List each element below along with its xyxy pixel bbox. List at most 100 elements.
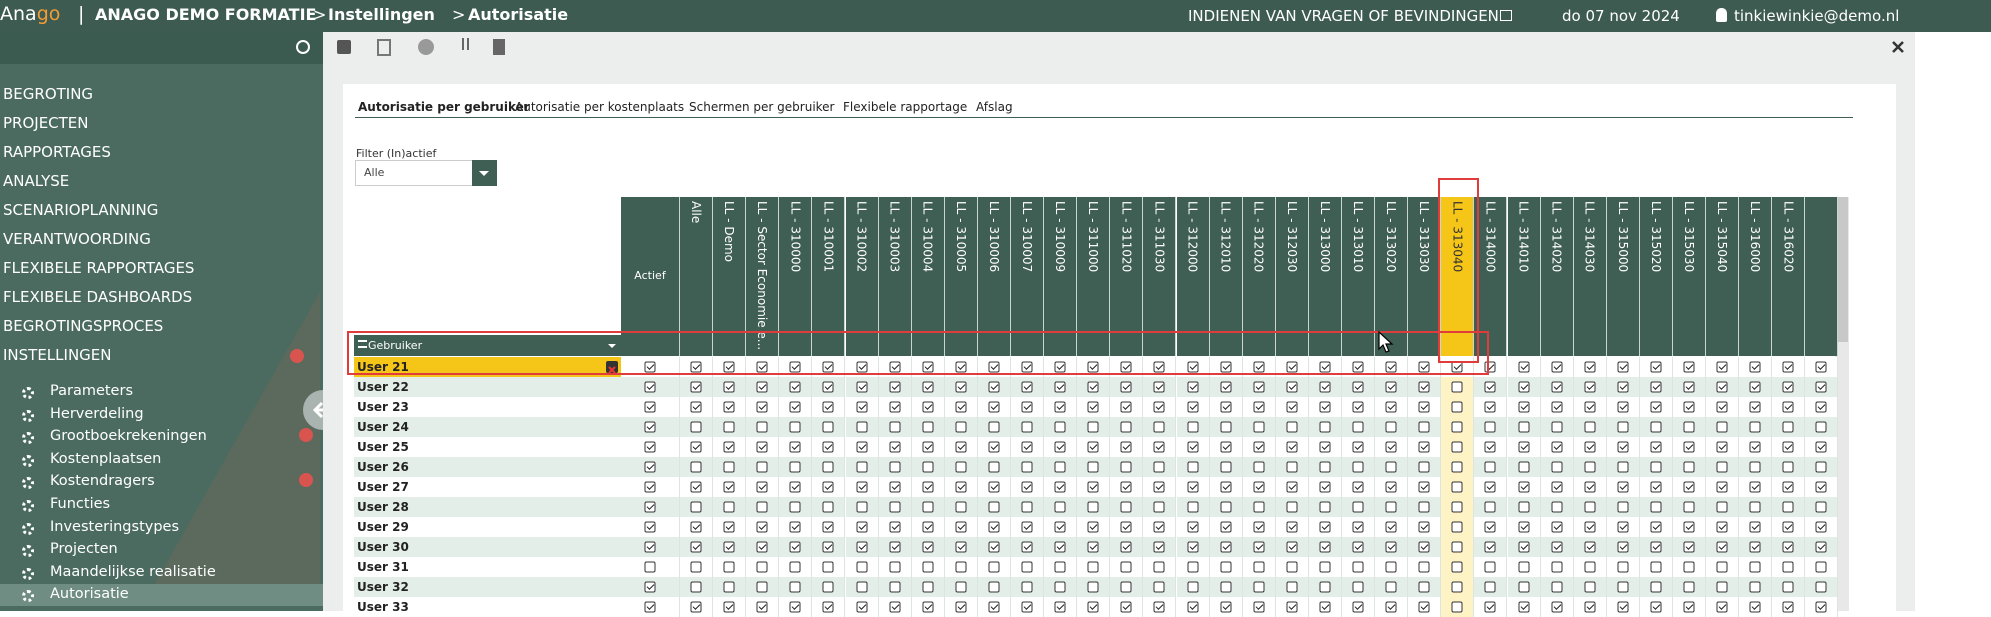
menu-item[interactable]: FLEXIBELE DASHBOARDS xyxy=(3,288,193,306)
checkbox[interactable] xyxy=(1187,401,1199,413)
checkbox[interactable] xyxy=(1518,361,1530,373)
checkbox[interactable] xyxy=(1253,461,1265,473)
checkbox[interactable] xyxy=(1484,421,1496,433)
checkbox[interactable] xyxy=(1385,441,1397,453)
checkbox[interactable] xyxy=(1484,541,1496,553)
row-name[interactable]: User 28 xyxy=(354,497,621,517)
checkbox[interactable] xyxy=(1153,561,1165,573)
checkbox[interactable] xyxy=(723,381,735,393)
checkbox[interactable] xyxy=(644,421,656,433)
checkbox[interactable] xyxy=(856,421,868,433)
checkbox[interactable] xyxy=(1584,501,1596,513)
checkbox[interactable] xyxy=(1153,501,1165,513)
filter-select[interactable]: Alle xyxy=(355,160,497,186)
checkbox[interactable] xyxy=(1253,401,1265,413)
checkbox[interactable] xyxy=(1617,381,1629,393)
checkbox[interactable] xyxy=(1617,521,1629,533)
checkbox[interactable] xyxy=(1385,421,1397,433)
menu-item[interactable]: BEGROTING xyxy=(3,85,94,103)
checkbox[interactable] xyxy=(1187,581,1199,593)
checkbox[interactable] xyxy=(1054,561,1066,573)
checkbox[interactable] xyxy=(1716,541,1728,553)
submenu-item[interactable]: Parameters xyxy=(50,383,133,399)
checkbox[interactable] xyxy=(756,581,768,593)
checkbox[interactable] xyxy=(1815,581,1827,593)
checkbox[interactable] xyxy=(922,361,934,373)
checkbox[interactable] xyxy=(1518,461,1530,473)
checkbox[interactable] xyxy=(1319,421,1331,433)
checkbox[interactable] xyxy=(856,441,868,453)
checkbox[interactable] xyxy=(1054,441,1066,453)
checkbox[interactable] xyxy=(955,561,967,573)
checkbox[interactable] xyxy=(1087,461,1099,473)
submenu-item[interactable]: Autorisatie xyxy=(50,586,129,603)
checkbox[interactable] xyxy=(1716,401,1728,413)
checkbox[interactable] xyxy=(1650,381,1662,393)
calc-icon[interactable] xyxy=(493,39,505,55)
checkbox[interactable] xyxy=(756,461,768,473)
checkbox[interactable] xyxy=(1584,381,1596,393)
checkbox[interactable] xyxy=(1749,581,1761,593)
checkbox[interactable] xyxy=(789,441,801,453)
checkbox[interactable] xyxy=(1650,521,1662,533)
save-icon[interactable] xyxy=(337,40,351,54)
checkbox[interactable] xyxy=(789,381,801,393)
checkbox[interactable] xyxy=(922,561,934,573)
checkbox[interactable] xyxy=(1120,461,1132,473)
checkbox[interactable] xyxy=(889,521,901,533)
checkbox[interactable] xyxy=(1617,421,1629,433)
checkbox[interactable] xyxy=(1518,481,1530,493)
checkbox[interactable] xyxy=(1253,481,1265,493)
checkbox[interactable] xyxy=(756,441,768,453)
checkbox[interactable] xyxy=(955,501,967,513)
checkbox[interactable] xyxy=(1153,461,1165,473)
checkbox[interactable] xyxy=(1815,541,1827,553)
checkbox[interactable] xyxy=(723,461,735,473)
checkbox[interactable] xyxy=(955,361,967,373)
checkbox[interactable] xyxy=(1187,501,1199,513)
checkbox[interactable] xyxy=(1352,541,1364,553)
checkbox[interactable] xyxy=(1319,381,1331,393)
checkbox[interactable] xyxy=(1120,521,1132,533)
checkbox[interactable] xyxy=(756,421,768,433)
checkbox[interactable] xyxy=(988,541,1000,553)
checkbox[interactable] xyxy=(1087,401,1099,413)
checkbox[interactable] xyxy=(955,581,967,593)
checkbox[interactable] xyxy=(1716,381,1728,393)
checkbox[interactable] xyxy=(1253,521,1265,533)
checkbox[interactable] xyxy=(1551,461,1563,473)
checkbox[interactable] xyxy=(1749,361,1761,373)
checkbox[interactable] xyxy=(1782,561,1794,573)
checkbox[interactable] xyxy=(1187,421,1199,433)
checkbox[interactable] xyxy=(1054,421,1066,433)
pause-icon[interactable] xyxy=(462,38,464,50)
checkbox[interactable] xyxy=(756,481,768,493)
checkbox[interactable] xyxy=(644,541,656,553)
checkbox[interactable] xyxy=(756,561,768,573)
checkbox[interactable] xyxy=(1683,381,1695,393)
checkbox[interactable] xyxy=(1021,581,1033,593)
checkbox[interactable] xyxy=(1385,521,1397,533)
checkbox[interactable] xyxy=(756,361,768,373)
checkbox[interactable] xyxy=(690,381,702,393)
checkbox[interactable] xyxy=(1187,561,1199,573)
checkbox[interactable] xyxy=(1584,481,1596,493)
search-bar[interactable] xyxy=(0,32,323,64)
checkbox[interactable] xyxy=(1551,441,1563,453)
checkbox[interactable] xyxy=(1551,381,1563,393)
checkbox[interactable] xyxy=(1782,421,1794,433)
checkbox[interactable] xyxy=(1683,461,1695,473)
checkbox[interactable] xyxy=(1352,381,1364,393)
checkbox[interactable] xyxy=(1352,361,1364,373)
checkbox[interactable] xyxy=(1617,361,1629,373)
checkbox[interactable] xyxy=(1352,581,1364,593)
checkbox[interactable] xyxy=(856,521,868,533)
menu-item[interactable]: SCENARIOPLANNING xyxy=(3,201,159,219)
checkbox[interactable] xyxy=(1153,401,1165,413)
checkbox[interactable] xyxy=(644,461,656,473)
checkbox[interactable] xyxy=(988,561,1000,573)
checkbox[interactable] xyxy=(1518,501,1530,513)
checkbox[interactable] xyxy=(1120,481,1132,493)
checkbox[interactable] xyxy=(789,521,801,533)
checkbox[interactable] xyxy=(1650,441,1662,453)
